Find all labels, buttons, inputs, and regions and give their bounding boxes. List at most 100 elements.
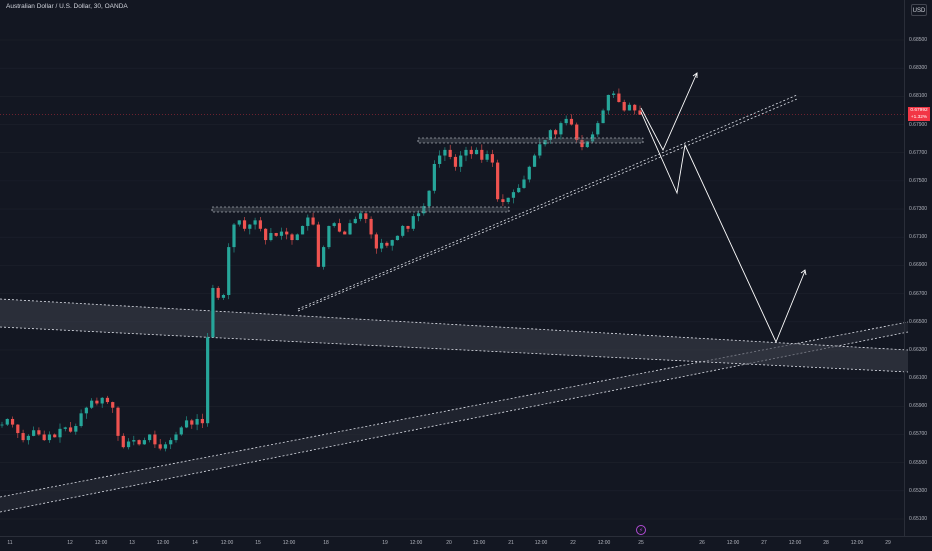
candle-body [42,434,46,441]
horizontal-resistance-zone-2[interactable] [417,137,644,144]
candle-body [206,337,210,424]
candle-body [380,242,384,249]
candle-body [364,213,368,219]
candle-body [158,444,162,449]
candle-body [506,197,510,203]
time-tick-label: 27 [761,540,767,546]
time-axis[interactable] [0,536,932,551]
candle-body [37,430,41,435]
candle-body [432,163,436,191]
candle-body [32,430,36,436]
candle-body [63,427,67,429]
candle-body [564,118,568,124]
candle-body [612,93,616,95]
candle-body [295,234,299,241]
price-tick-label: 0.67900 [909,121,928,128]
candle-body [601,110,605,124]
candle-body [148,434,152,441]
candle-body [184,420,189,428]
candle-body [211,287,215,338]
candle-body [580,140,584,148]
horizontal-resistance-zone-1[interactable] [211,206,510,213]
candle-body [474,149,479,155]
candle-body [395,235,400,241]
currency-button[interactable]: USD [911,4,927,16]
candle-body [169,440,173,445]
time-tick-label: 12 [67,540,73,546]
candle-body [527,166,531,180]
price-tick-label: 0.67500 [909,177,928,184]
candle-body [538,144,542,156]
time-tick-label: 22 [570,540,576,546]
current-price-tag: 0.67992 [908,107,930,114]
lightning-icon[interactable]: ⚡ [636,525,646,535]
time-tick-label: 25 [638,540,644,546]
candle-body [74,426,78,432]
price-tick-label: 0.67100 [909,234,928,241]
price-projection-path[interactable] [640,72,807,344]
candle-body [58,428,62,438]
candle-body [543,140,547,145]
time-tick-label: 29 [885,540,891,546]
candle-body [453,156,458,167]
candle-body [406,225,410,229]
candle-body [153,434,157,445]
candle-body [438,155,442,164]
price-tick-label: 0.68500 [909,37,928,43]
candle-body [369,218,373,235]
candle-body [554,130,558,135]
candle-body [258,220,262,229]
candle-body [300,225,305,235]
candle-body [480,149,484,160]
candle-body [496,162,500,200]
candle-body [53,434,57,438]
candle-body [311,217,315,225]
rising-support-trendline[interactable] [297,94,798,312]
falling-resistance-band[interactable] [0,298,909,373]
candle-body [21,433,25,441]
time-tick-label: 11 [7,540,13,546]
price-axis[interactable] [904,0,932,536]
price-tick-label: 0.65300 [909,487,928,494]
candle-body [116,407,120,436]
candle-body [279,231,284,236]
price-tick-label: 0.66500 [909,318,928,325]
candle-body [306,217,310,226]
candle-body [590,134,595,142]
lower-rising-channel[interactable] [0,321,909,513]
candle-body [606,94,610,111]
time-tick-label: 12:00 [282,540,296,546]
candle-body [142,440,146,445]
candle-body [84,407,88,414]
candle-body [200,418,204,424]
candle-body [422,206,426,214]
candle-body [511,192,516,198]
candle-body [501,199,505,203]
price-tick-label: 0.67300 [909,206,928,213]
time-tick-label: 12:00 [726,540,740,546]
candle-body [390,240,394,246]
candle-body [253,220,257,225]
candle-body [443,149,447,156]
symbol-title[interactable]: Australian Dollar / U.S. Dollar, 30, OAN… [6,3,128,10]
candle-body [622,101,626,111]
candle-body [232,224,236,248]
time-tick-label: 12:00 [534,540,548,546]
candle-body [517,187,521,193]
candle-body [401,225,405,236]
time-tick-label: 12:00 [156,540,170,546]
candle-body [179,427,183,435]
time-tick-label: 12:00 [850,540,864,546]
price-tick-label: 0.66300 [909,346,928,353]
candle-body [90,400,94,408]
candle-body [132,440,136,442]
candle-body [68,427,73,432]
time-tick-label: 26 [699,540,705,546]
grid-lines [0,39,904,520]
candle-body [137,440,141,445]
candle-body [227,247,231,295]
candle-body [316,224,320,267]
candle-body [416,213,421,217]
